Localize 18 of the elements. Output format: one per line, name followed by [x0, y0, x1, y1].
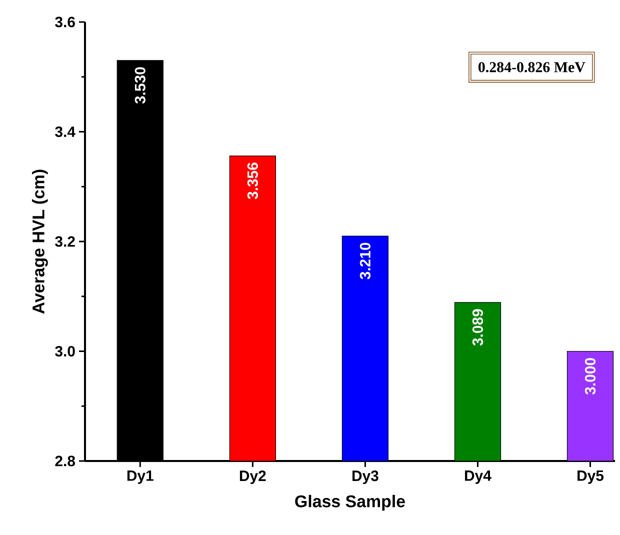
x-tick-label: Dy1	[127, 470, 154, 484]
data-label: 3.000	[584, 358, 596, 395]
y-tick-label: 3.2	[55, 236, 75, 247]
data-label: 3.210	[360, 242, 370, 280]
x-axis-title: Glass Sample	[295, 494, 405, 511]
y-tick-label: 2.8	[55, 456, 76, 466]
y-axis-title: Average HVL (cm)	[32, 170, 48, 314]
data-label: 3.089	[472, 309, 484, 346]
y-tick-label: 3.4	[55, 126, 76, 138]
x-tick-label: Dy3	[352, 470, 378, 484]
y-tick-label: 3.6	[55, 16, 75, 28]
data-label: 3.530	[134, 67, 146, 104]
y-tick-label: 3.0	[55, 346, 75, 357]
annotation: 0.284-0.826 MeV	[478, 62, 586, 72]
x-tick-label: Dy4	[465, 470, 492, 484]
data-label: 3.356	[247, 162, 258, 200]
x-tick-label: Dy5	[578, 470, 604, 484]
x-tick-label: Dy2	[240, 470, 266, 484]
